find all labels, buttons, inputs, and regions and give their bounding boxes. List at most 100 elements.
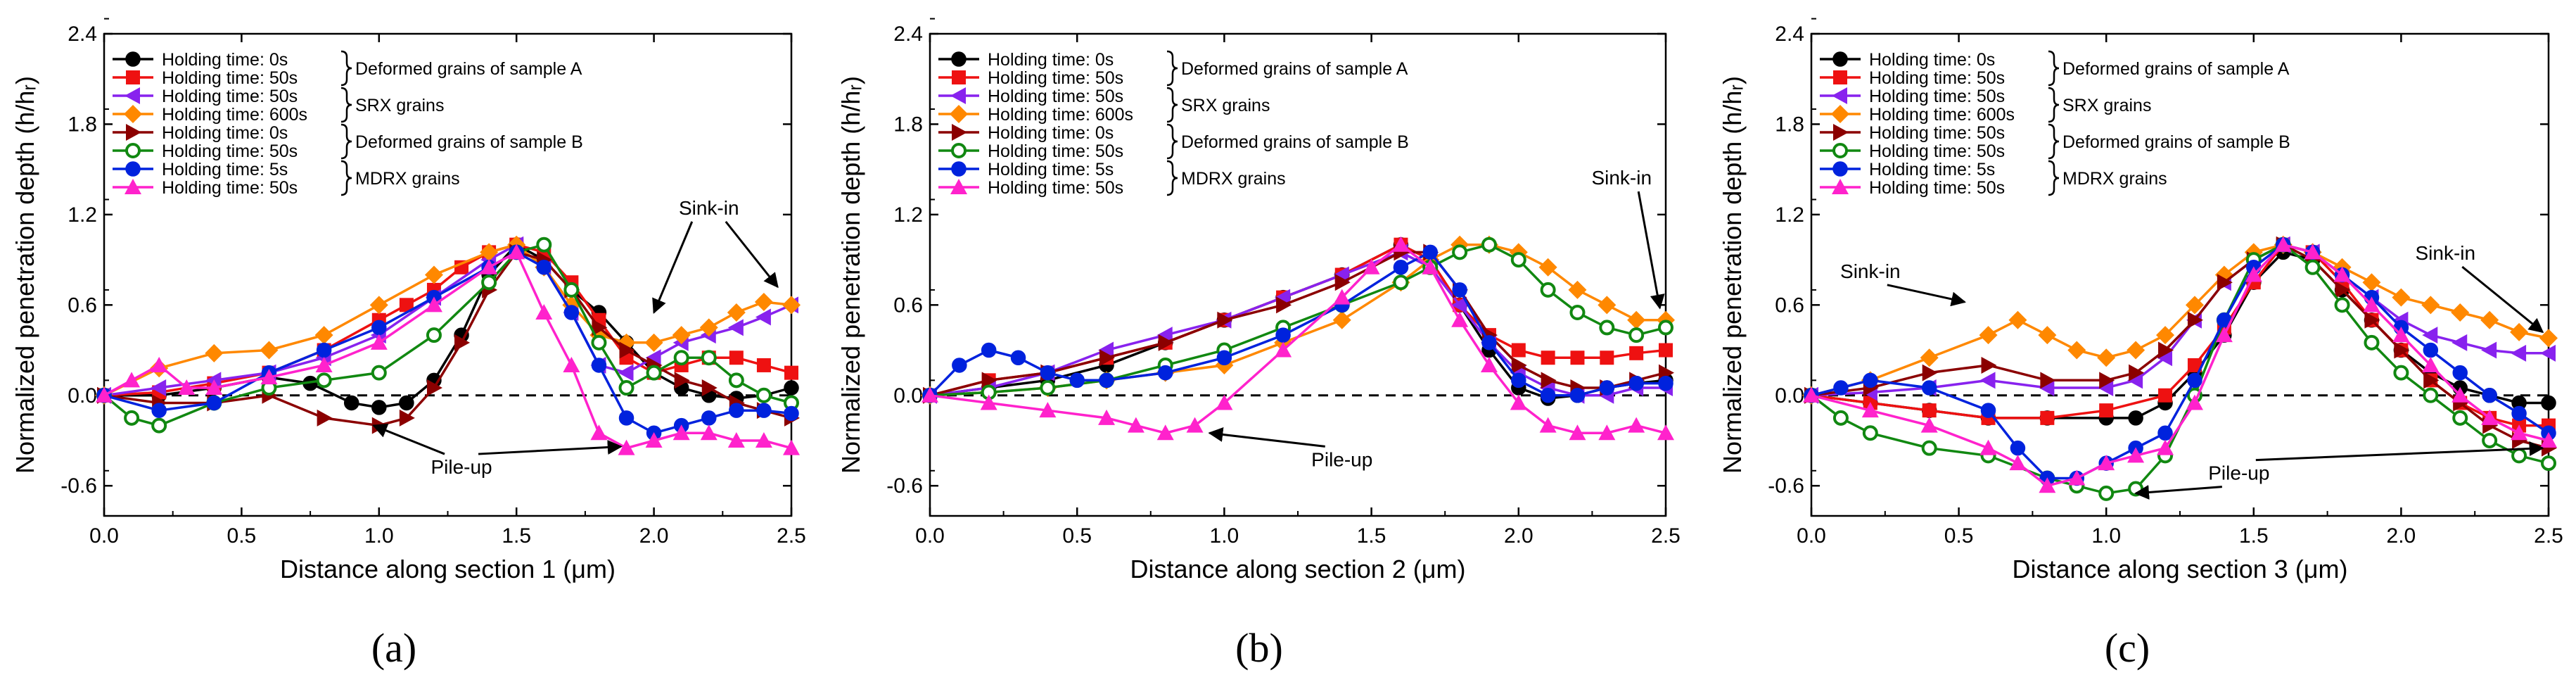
series-2 [923,237,1673,403]
y-tick-label: 0.6 [1775,293,1804,317]
data-point [2422,356,2440,372]
x-tick-label: 1.0 [2091,524,2121,548]
legend-marker [950,179,967,194]
data-point [755,431,772,448]
annotation-arrow [372,423,445,455]
data-point [371,365,387,381]
legend-marker [951,161,967,177]
data-point [2392,327,2410,343]
data-point [2541,395,2556,411]
data-point [2480,310,2499,329]
data-point [2038,326,2057,345]
legend-group-label: MDRX grains [355,169,460,189]
x-tick-label: 2.0 [639,524,669,548]
annotation: Sink-in [2415,242,2544,334]
data-point [2510,322,2529,341]
legend-entry: Holding time: 50s [988,141,1123,161]
data-point [1510,252,1526,268]
data-point [1511,356,1527,374]
data-point [782,296,801,315]
data-point [123,372,141,388]
annotation-arrow [1887,284,1967,307]
data-point [2511,405,2527,422]
series-line [1810,243,2549,495]
data-point [645,349,661,367]
data-point [2511,424,2528,441]
legend-entry: Holding time: 50s [162,178,298,198]
series-4 [921,235,1675,405]
data-point [1216,394,1233,410]
data-point [618,380,635,396]
legend-entry: Holding time: 5s [1869,160,1995,179]
data-point [1451,311,1469,327]
data-point [1540,388,1556,403]
data-point [590,424,608,441]
legend-marker [1832,143,1848,158]
data-point [1540,282,1556,298]
legend-entry: Holding time: 0s [988,123,1114,143]
annotation-arrow [652,221,694,314]
data-point [783,439,800,455]
data-point [645,431,663,448]
data-point [1452,244,1468,260]
legend-entry: Holding time: 50s [988,178,1123,198]
data-point [727,303,746,322]
data-point [2334,297,2350,313]
data-point [1628,417,1645,433]
data-point [2039,379,2055,397]
data-point [1979,326,1998,345]
data-point [1511,343,1526,358]
series-line [103,243,792,397]
data-point [591,334,607,351]
legend-brace [1166,123,1178,160]
data-point [2128,410,2143,426]
y-tick-label: 1.2 [68,203,97,227]
data-point [317,409,333,427]
annotation-arrow [478,440,623,455]
data-point [1600,351,1614,365]
data-point [644,333,663,352]
annotation-label: Sink-in [1840,260,1901,282]
data-point [1920,348,1939,367]
legend-entry: Holding time: 0s [1869,50,1995,70]
data-point [1599,320,1615,336]
x-tick-label: 2.5 [1651,524,1681,548]
data-point [96,386,113,403]
x-tick-label: 0.5 [1944,524,1974,548]
series-7 [96,244,799,441]
data-point [314,326,333,345]
data-point [2364,311,2380,329]
data-point [699,318,718,337]
data-point [2451,334,2468,351]
data-point [981,342,997,358]
data-point [1392,236,1410,252]
legend-entry: Holding time: 0s [988,50,1114,70]
data-point [1862,425,1878,441]
annotation: Sink-in [1840,260,1967,307]
data-point [700,424,718,441]
legend-marker [125,87,140,104]
data-point [618,364,634,381]
legend-brace [2048,160,2060,196]
data-point [1186,417,1204,433]
legend-marker [1831,105,1849,123]
data-point [784,380,799,396]
chart-panel-1: 0.0 0.5 1.0 1.5 2.0 2.5 -0.6 0.0 0.6 1.2 1.8 2.4 Dis… [11,18,806,671]
data-point [754,293,773,312]
data-point [1275,289,1291,306]
annotation: Pile-up [2134,441,2544,500]
data-point [2364,334,2380,351]
legend-group-label: MDRX grains [1181,169,1286,189]
data-point [1363,258,1380,274]
data-point [1099,372,1114,389]
data-point [2393,365,2409,381]
data-point [1658,375,1673,391]
series-4 [95,235,801,405]
x-tick-label: 1.0 [1210,524,1239,548]
data-point [674,372,690,389]
panel-label: (c) [2105,625,2150,671]
data-point [1598,424,1616,441]
legend-marker [125,179,141,194]
data-point [371,400,387,415]
